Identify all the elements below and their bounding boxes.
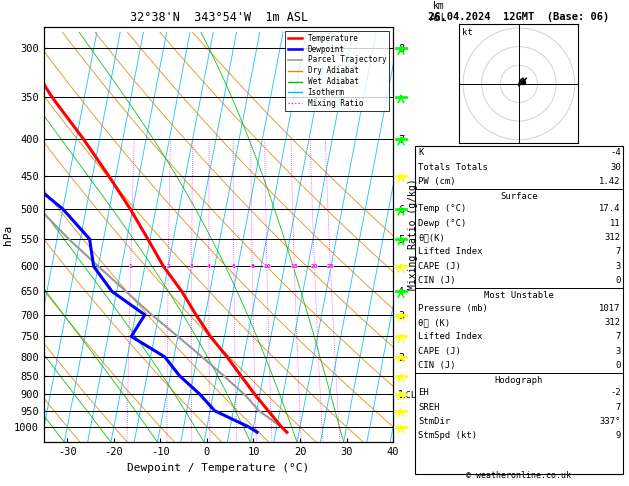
Text: EH: EH xyxy=(418,388,429,398)
Text: -4: -4 xyxy=(610,148,621,157)
Y-axis label: hPa: hPa xyxy=(3,225,13,244)
Text: Surface: Surface xyxy=(500,192,538,201)
Text: Pressure (mb): Pressure (mb) xyxy=(418,304,488,312)
Text: 17.4: 17.4 xyxy=(599,205,621,213)
Title: 32°38'N  343°54'W  1m ASL: 32°38'N 343°54'W 1m ASL xyxy=(130,11,308,24)
Text: -2: -2 xyxy=(610,388,621,398)
Text: StmDir: StmDir xyxy=(418,417,450,426)
Text: 3: 3 xyxy=(615,262,621,271)
Text: 337°: 337° xyxy=(599,417,621,426)
Text: 10: 10 xyxy=(263,264,270,269)
Text: 4: 4 xyxy=(207,264,211,269)
Text: PW (cm): PW (cm) xyxy=(418,177,456,186)
Text: K: K xyxy=(418,148,424,157)
Text: 312: 312 xyxy=(604,318,621,327)
Text: 7: 7 xyxy=(615,332,621,341)
Text: 26.04.2024  12GMT  (Base: 06): 26.04.2024 12GMT (Base: 06) xyxy=(428,12,610,22)
Text: CIN (J): CIN (J) xyxy=(418,276,456,285)
Text: θᴇ(K): θᴇ(K) xyxy=(418,233,445,242)
Text: StmSpd (kt): StmSpd (kt) xyxy=(418,432,477,440)
Text: 1017: 1017 xyxy=(599,304,621,312)
Text: 30: 30 xyxy=(610,162,621,172)
Text: 9: 9 xyxy=(615,432,621,440)
Text: km
ASL: km ASL xyxy=(430,1,447,22)
Legend: Temperature, Dewpoint, Parcel Trajectory, Dry Adiabat, Wet Adiabat, Isotherm, Mi: Temperature, Dewpoint, Parcel Trajectory… xyxy=(285,31,389,111)
Text: 1.42: 1.42 xyxy=(599,177,621,186)
Text: CIN (J): CIN (J) xyxy=(418,361,456,370)
Text: Dewp (°C): Dewp (°C) xyxy=(418,219,467,228)
Text: 3: 3 xyxy=(615,347,621,356)
Text: θᴇ (K): θᴇ (K) xyxy=(418,318,450,327)
Text: 8: 8 xyxy=(250,264,254,269)
Text: Hodograph: Hodograph xyxy=(495,376,543,385)
Text: 20: 20 xyxy=(311,264,318,269)
X-axis label: Dewpoint / Temperature (°C): Dewpoint / Temperature (°C) xyxy=(128,463,309,473)
Text: 1: 1 xyxy=(129,264,133,269)
Text: 3: 3 xyxy=(190,264,194,269)
Text: Temp (°C): Temp (°C) xyxy=(418,205,467,213)
Text: 0: 0 xyxy=(615,276,621,285)
Text: Most Unstable: Most Unstable xyxy=(484,292,554,300)
Y-axis label: Mixing Ratio (g/kg): Mixing Ratio (g/kg) xyxy=(408,179,418,290)
Text: CAPE (J): CAPE (J) xyxy=(418,347,461,356)
Text: kt: kt xyxy=(462,28,472,37)
Text: 0: 0 xyxy=(615,361,621,370)
Text: Lifted Index: Lifted Index xyxy=(418,332,483,341)
Text: 11: 11 xyxy=(610,219,621,228)
Text: Lifted Index: Lifted Index xyxy=(418,247,483,257)
Text: 7: 7 xyxy=(615,247,621,257)
Text: Totals Totals: Totals Totals xyxy=(418,162,488,172)
Text: 15: 15 xyxy=(291,264,298,269)
Text: 25: 25 xyxy=(326,264,334,269)
Text: 6: 6 xyxy=(232,264,236,269)
Text: LCL: LCL xyxy=(400,391,416,400)
Text: SREH: SREH xyxy=(418,403,440,412)
Text: © weatheronline.co.uk: © weatheronline.co.uk xyxy=(467,471,571,480)
Text: 312: 312 xyxy=(604,233,621,242)
Text: 2: 2 xyxy=(167,264,170,269)
Text: 7: 7 xyxy=(615,403,621,412)
Text: CAPE (J): CAPE (J) xyxy=(418,262,461,271)
